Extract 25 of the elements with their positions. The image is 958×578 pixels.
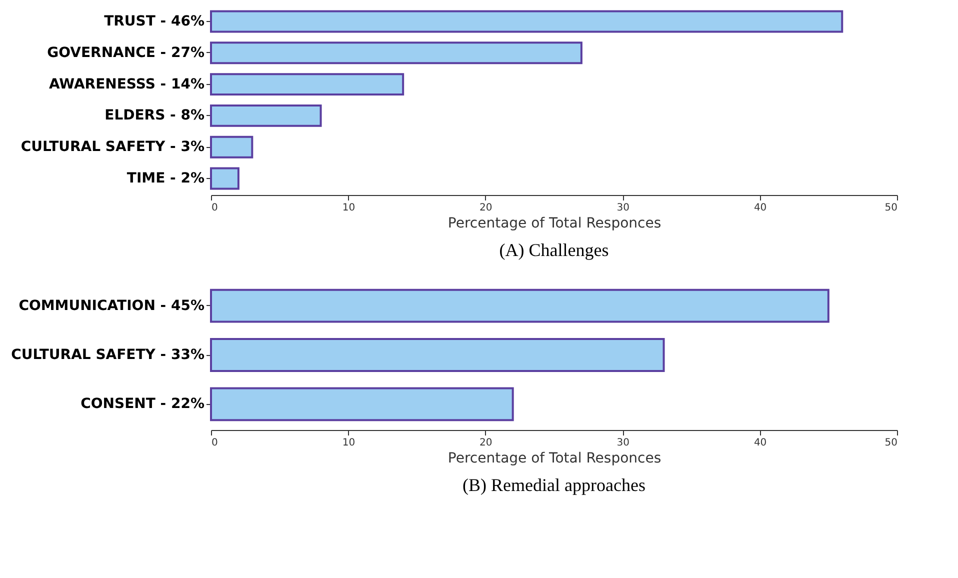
x-tick-label: 40 [754,202,767,214]
y-tick-label: GOVERNANCE - 27% [47,44,204,61]
y-tick-label: TRUST - 46% [104,13,204,30]
y-tick-label: ELDERS - 8% [104,108,204,124]
x-tick-label: 20 [480,202,492,214]
x-tick-label: 0 [212,202,218,214]
x-tick-label: 50 [884,438,898,448]
y-tick-label: AWARENESSS - 14% [48,76,204,92]
x-tick-label: 50 [884,202,898,214]
y-tick-label: CONSENT - 22% [80,396,204,412]
x-tick-label: 40 [754,438,767,448]
text: (B) Remedial approaches [462,475,646,495]
x-axis-title: Percentage of Total Responces [448,216,662,232]
x-tick-label: 10 [342,438,356,448]
y-tick-label: CULTURAL SAFETY - 3% [20,139,204,156]
x-tick-label: 0 [212,438,218,448]
text: (A) Challenges [499,240,609,260]
x-tick-label: 10 [342,202,356,214]
x-tick-label: 30 [616,202,630,214]
x-axis-title: Percentage of Total Responces [448,450,662,466]
y-tick-label: COMMUNICATION - 45% [18,298,204,314]
y-tick-label: TIME - 2% [126,170,204,187]
y-tick-label: CULTURAL SAFETY - 33% [11,347,204,363]
x-tick-label: 20 [480,438,492,448]
x-tick-label: 30 [616,438,630,448]
